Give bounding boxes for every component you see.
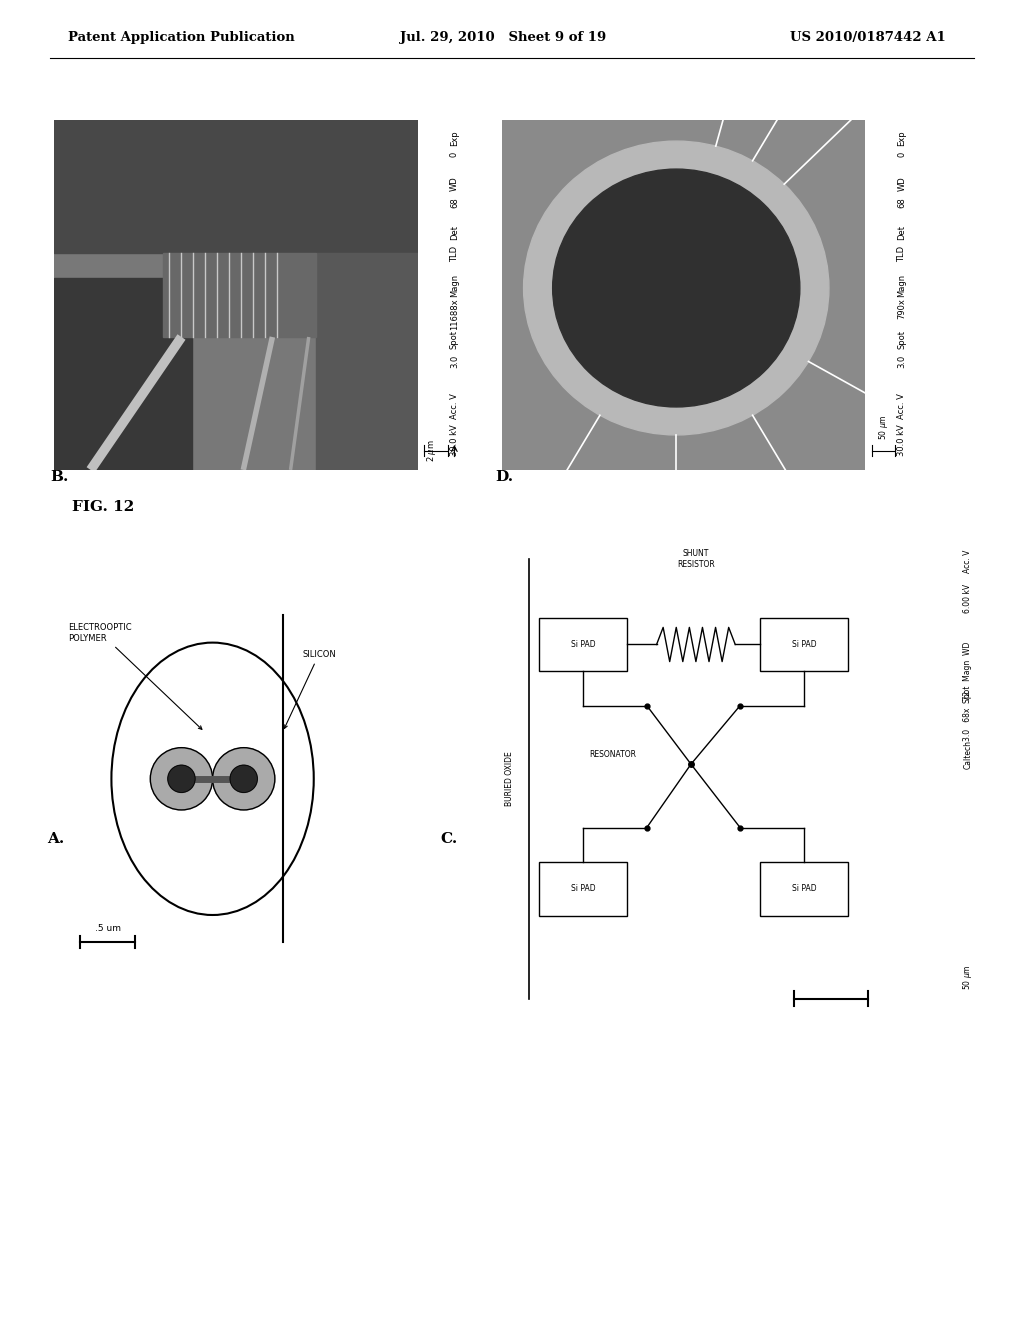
Text: Si PAD: Si PAD	[792, 884, 816, 894]
Text: US 2010/0187442 A1: US 2010/0187442 A1	[790, 32, 946, 45]
Text: Spot: Spot	[450, 330, 459, 348]
Text: FIG. 12: FIG. 12	[72, 500, 134, 513]
Text: Si PAD: Si PAD	[792, 640, 816, 649]
Circle shape	[553, 169, 800, 407]
Text: 3.0: 3.0	[450, 355, 459, 368]
Text: Det: Det	[897, 224, 906, 240]
Text: BURIED OXIDE: BURIED OXIDE	[505, 751, 514, 807]
Text: Exp: Exp	[450, 131, 459, 147]
Bar	[316, 253, 418, 470]
Text: Exp: Exp	[897, 131, 906, 147]
Ellipse shape	[112, 643, 313, 915]
Bar	[164, 253, 316, 337]
Circle shape	[230, 766, 257, 792]
Text: 0: 0	[450, 152, 459, 157]
Text: 30.0 kV: 30.0 kV	[450, 425, 459, 457]
Text: Si PAD: Si PAD	[570, 640, 595, 649]
Text: TLD: TLD	[897, 246, 906, 263]
Text: 3.0   68x   72: 3.0 68x 72	[964, 690, 972, 741]
Text: WD: WD	[897, 176, 906, 191]
Text: 6.00 kV: 6.00 kV	[964, 583, 972, 612]
Text: C.: C.	[440, 832, 458, 846]
Text: D.: D.	[495, 470, 513, 484]
Text: 11688x: 11688x	[450, 298, 459, 330]
Text: 68: 68	[450, 197, 459, 207]
Text: Spot  Magn  WD: Spot Magn WD	[964, 642, 972, 704]
Circle shape	[213, 747, 274, 810]
Text: 2 $\mu$m: 2 $\mu$m	[425, 440, 437, 462]
Text: 50 $\mu$m: 50 $\mu$m	[877, 414, 890, 440]
Text: .5 um: .5 um	[94, 924, 121, 932]
Text: B.: B.	[50, 470, 69, 484]
Text: Si PAD: Si PAD	[570, 884, 595, 894]
Text: Spot: Spot	[897, 330, 906, 348]
Text: Magn: Magn	[450, 275, 459, 297]
Bar	[760, 862, 848, 916]
Text: 790x: 790x	[897, 298, 906, 319]
Text: A.: A.	[47, 832, 65, 846]
Text: SHUNT
RESISTOR: SHUNT RESISTOR	[677, 549, 715, 569]
Bar	[539, 862, 627, 916]
Text: 30.0 kV: 30.0 kV	[897, 425, 906, 457]
Text: Caltech: Caltech	[964, 739, 972, 768]
Text: Acc. V: Acc. V	[964, 549, 972, 573]
Text: SILICON: SILICON	[285, 649, 336, 729]
Text: Patent Application Publication: Patent Application Publication	[68, 32, 295, 45]
Text: 0: 0	[897, 152, 906, 157]
Text: 68: 68	[897, 197, 906, 207]
Circle shape	[523, 141, 829, 434]
Text: TLD: TLD	[450, 246, 459, 263]
Bar	[539, 618, 627, 672]
Text: ELECTROOPTIC
POLYMER: ELECTROOPTIC POLYMER	[69, 623, 202, 730]
Text: Acc. V: Acc. V	[897, 393, 906, 418]
Text: Acc. V: Acc. V	[450, 393, 459, 418]
Circle shape	[168, 766, 196, 792]
Text: Magn: Magn	[897, 275, 906, 297]
Bar	[54, 120, 418, 253]
Text: Det: Det	[450, 224, 459, 240]
Text: WD: WD	[450, 176, 459, 191]
Circle shape	[151, 747, 213, 810]
Bar	[54, 277, 193, 470]
Bar	[760, 618, 848, 672]
Text: RESONATOR: RESONATOR	[589, 750, 636, 759]
Text: 3.0: 3.0	[897, 355, 906, 368]
Text: 50 $\mu$m: 50 $\mu$m	[962, 965, 974, 990]
Text: Jul. 29, 2010   Sheet 9 of 19: Jul. 29, 2010 Sheet 9 of 19	[400, 32, 606, 45]
